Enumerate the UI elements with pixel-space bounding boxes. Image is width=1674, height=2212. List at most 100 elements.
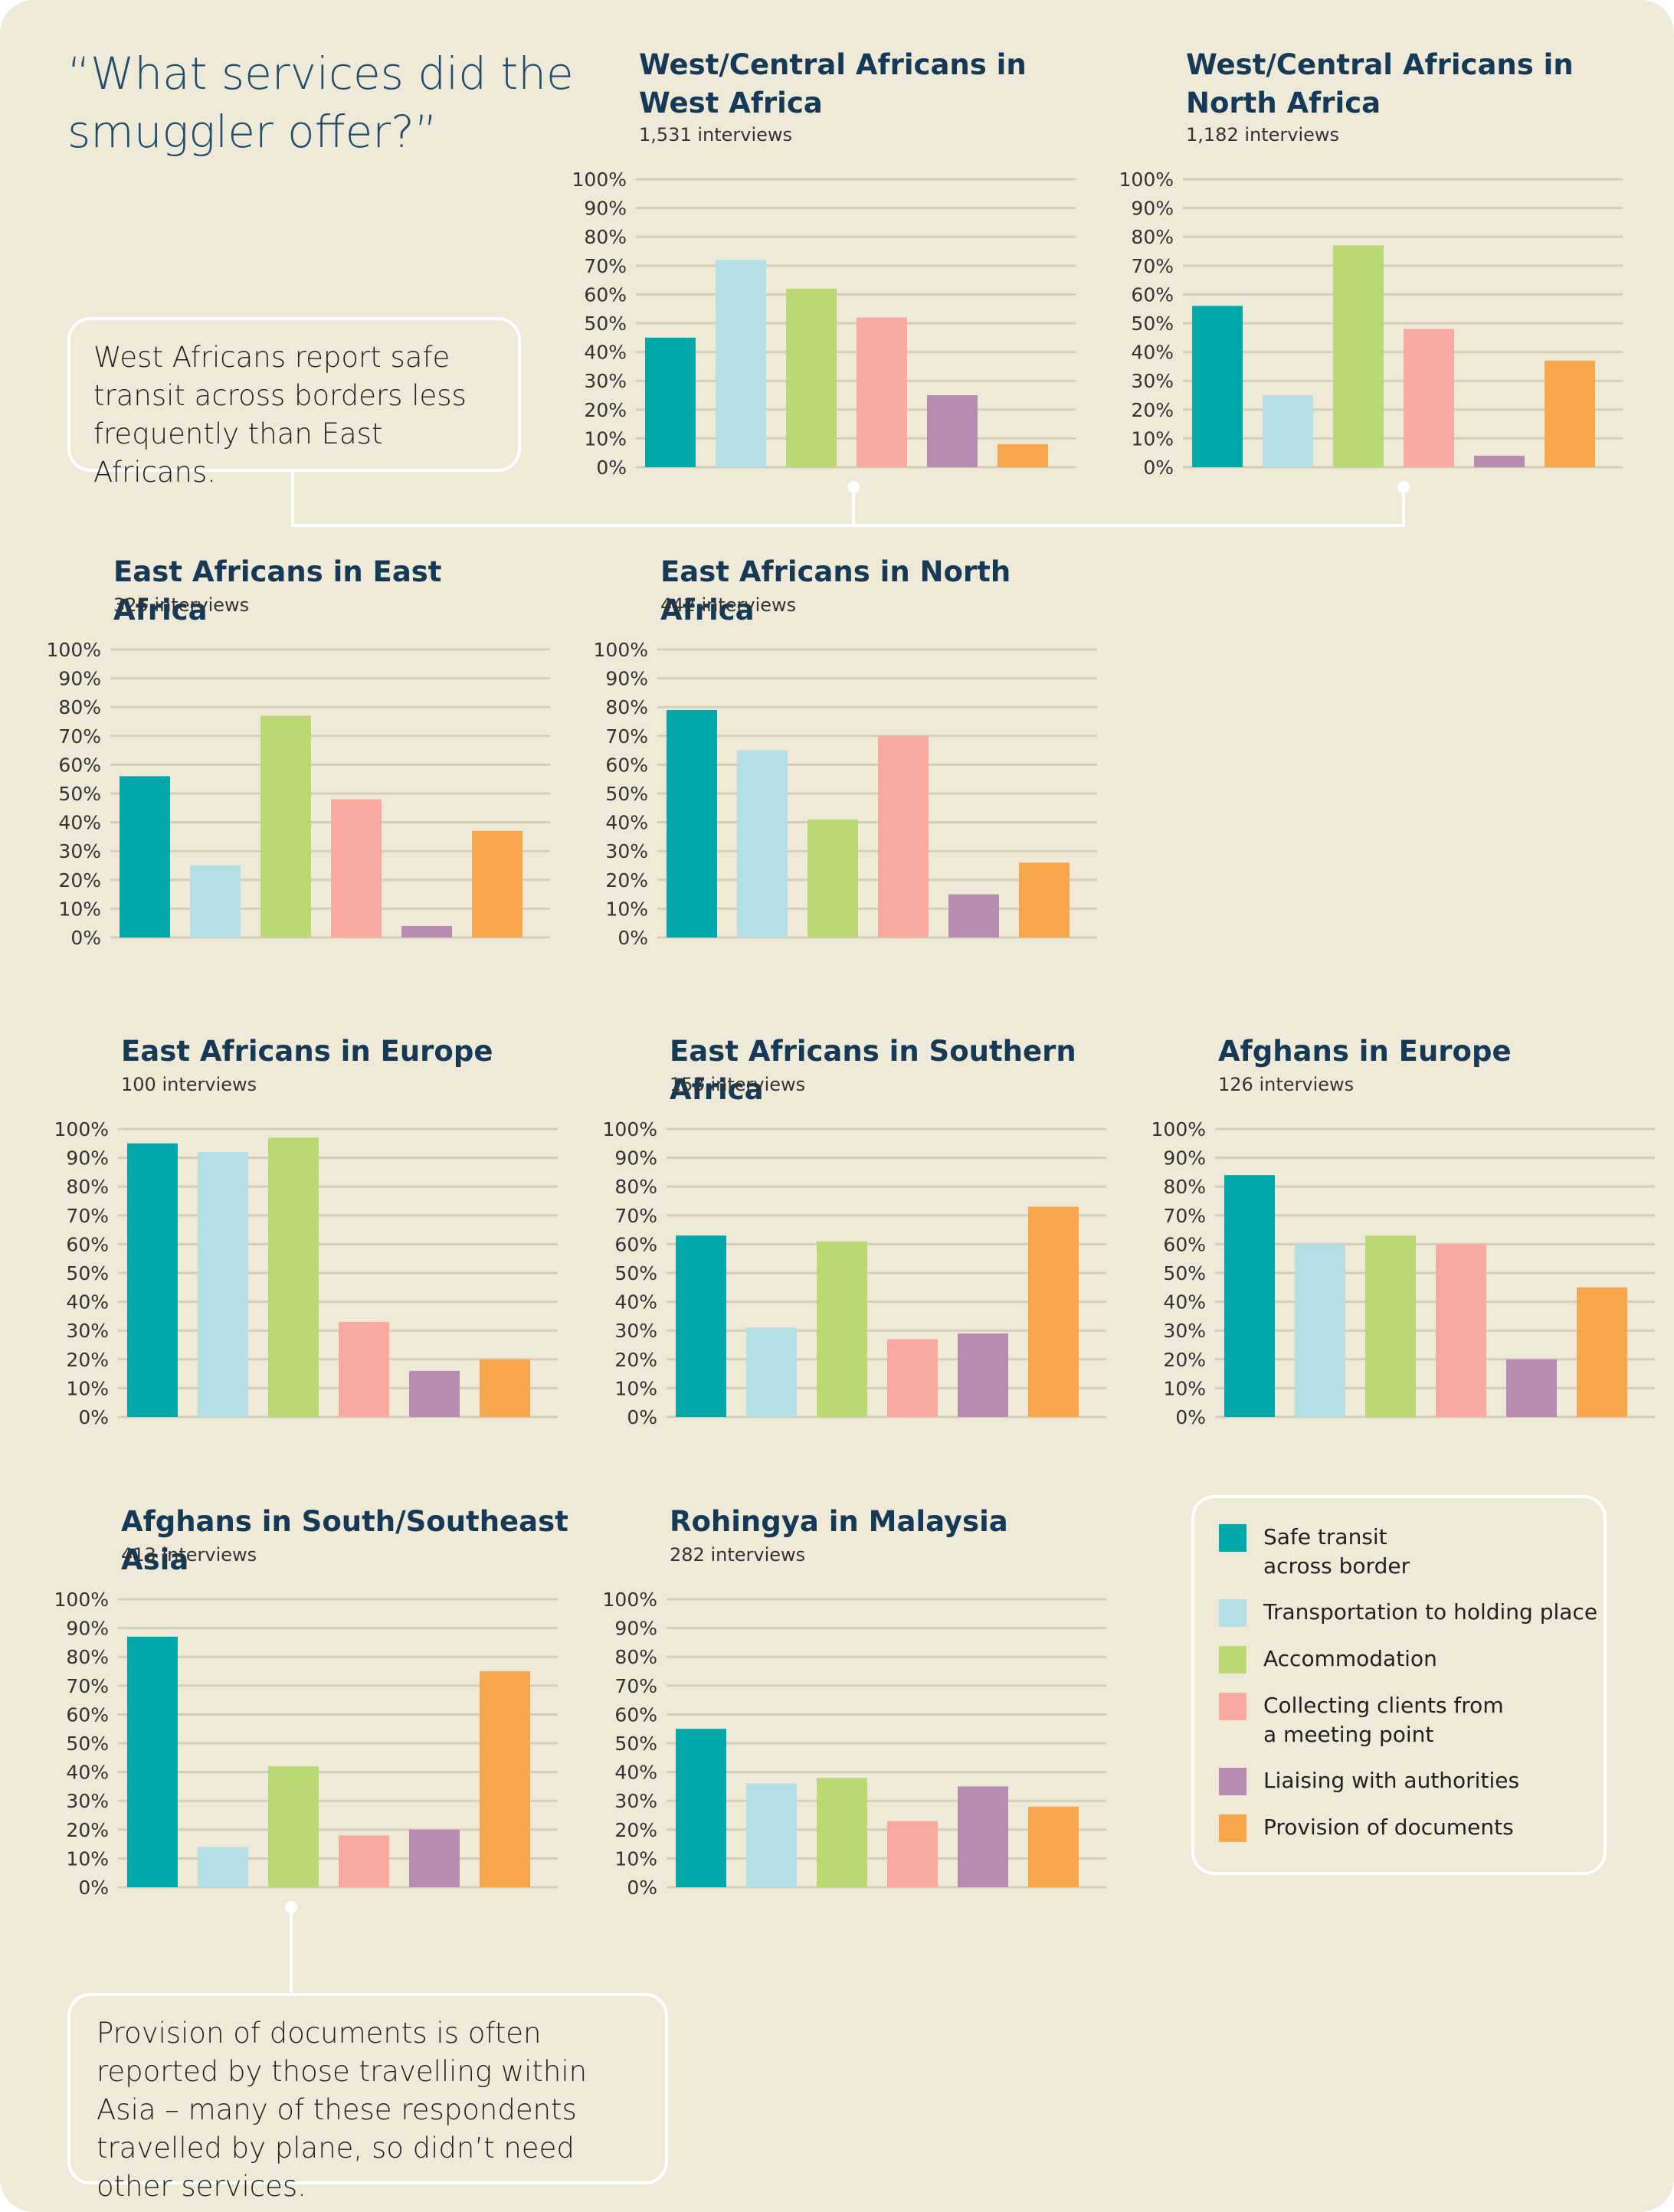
chart-subtitle: 126 interviews (1218, 1074, 1355, 1095)
y-tick-label: 50% (58, 783, 101, 805)
bar (817, 1241, 867, 1417)
y-tick-label: 100% (1119, 169, 1174, 191)
chart-west-central-africans-north-africa: West/Central Africans in North Africa 1,… (1119, 46, 1623, 479)
y-tick-label: 80% (1131, 226, 1174, 248)
y-tick-label: 50% (614, 1262, 657, 1284)
bar (1019, 862, 1070, 937)
y-tick-label: 20% (614, 1819, 657, 1841)
y-tick-label: 70% (584, 255, 627, 277)
bar (1028, 1206, 1079, 1417)
y-tick-label: 40% (614, 1762, 657, 1784)
y-tick-label: 0% (70, 927, 101, 949)
y-tick-label: 100% (54, 1589, 109, 1611)
connector-line (290, 1910, 293, 1996)
bar (401, 925, 452, 937)
bar (331, 799, 382, 937)
y-tick-label: 60% (58, 754, 101, 776)
legend-label: Liaising with authorities (1263, 1768, 1520, 1793)
y-tick-label: 20% (66, 1349, 109, 1371)
bar (817, 1778, 867, 1887)
chart-title: West/Central Africans in West Africa (639, 48, 1027, 119)
y-tick-label: 30% (1163, 1320, 1206, 1342)
callout-text: West Africans report safe transit across… (93, 341, 467, 489)
page-title: “What services did the smuggler offer?” (67, 47, 574, 158)
y-tick-label: 30% (614, 1790, 657, 1812)
y-tick-label: 30% (584, 370, 627, 392)
chart-subtitle: 282 interviews (670, 1544, 806, 1566)
bar (1474, 455, 1525, 467)
bar-plot: 0% 10% 20% 30% 40% 50% 60% 70% 80% 90% 100% (1151, 1118, 1655, 1428)
bar (472, 830, 523, 937)
y-tick-label: 0% (1175, 1406, 1206, 1428)
bar (887, 1339, 938, 1417)
legend-label: Safe transit across border (1263, 1524, 1410, 1579)
y-tick-label: 100% (603, 1589, 657, 1611)
bar (480, 1359, 530, 1417)
y-tick-label: 70% (1131, 255, 1174, 277)
bar (786, 288, 837, 467)
bar (857, 317, 907, 467)
bar (1263, 395, 1313, 467)
chart-subtitle: 442 interviews (660, 594, 797, 616)
bar (268, 1137, 319, 1417)
y-tick-label: 10% (605, 898, 648, 920)
y-tick-label: 0% (627, 1877, 657, 1899)
bar (409, 1370, 460, 1417)
bar (958, 1786, 1008, 1887)
chart-west-central-africans-west-africa: West/Central Africans in West Africa 1,5… (572, 46, 1076, 479)
y-tick-label: 100% (47, 639, 101, 661)
y-tick-label: 100% (1151, 1118, 1206, 1140)
bar (737, 750, 788, 937)
connector-line (852, 490, 855, 525)
y-tick-label: 60% (614, 1233, 657, 1255)
y-tick-label: 0% (1143, 456, 1174, 479)
y-tick-label: 70% (614, 1205, 657, 1227)
bar-plot: 0% 10% 20% 30% 40% 50% 60% 70% 80% 90% 100% (594, 639, 1097, 949)
bar (1028, 1806, 1079, 1887)
y-tick-label: 90% (66, 1147, 109, 1170)
y-tick-label: 70% (66, 1675, 109, 1697)
y-tick-label: 20% (605, 869, 648, 892)
chart-subtitle: 1,182 interviews (1186, 124, 1340, 146)
legend-swatch (1219, 1814, 1246, 1842)
bar (409, 1829, 460, 1887)
y-tick-label: 60% (66, 1703, 109, 1726)
y-tick-label: 70% (1163, 1205, 1206, 1227)
y-tick-label: 10% (584, 427, 627, 450)
y-tick-label: 100% (572, 169, 627, 191)
y-tick-label: 80% (66, 1646, 109, 1668)
bar (676, 1729, 726, 1887)
bar (746, 1783, 797, 1887)
connector-dot (847, 481, 860, 493)
legend-label: Collecting clients from a meeting point (1263, 1693, 1504, 1747)
bar (1365, 1235, 1416, 1417)
y-tick-label: 80% (584, 226, 627, 248)
legend-label: Transportation to holding place (1263, 1599, 1598, 1625)
y-tick-label: 80% (66, 1176, 109, 1198)
y-tick-label: 50% (584, 312, 627, 335)
y-tick-label: 90% (605, 668, 648, 690)
y-tick-label: 90% (584, 198, 627, 220)
chart-title: Afghans in Europe (1218, 1035, 1512, 1068)
bar-plot: 0% 10% 20% 30% 40% 50% 60% 70% 80% 90% 100% (1119, 169, 1623, 479)
chart-east-africans-southern-africa: East Africans in Southern Africa 153 int… (603, 1032, 1106, 1431)
bar (1545, 360, 1595, 467)
chart-subtitle: 413 interviews (121, 1544, 257, 1566)
chart-title: West/Central Africans in North Africa (1186, 48, 1574, 119)
chart-east-africans-europe: East Africans in Europe 100 interviews 0… (54, 1032, 558, 1431)
chart-subtitle: 1,531 interviews (639, 124, 793, 146)
bar (887, 1821, 938, 1887)
y-tick-label: 60% (1163, 1233, 1206, 1255)
y-tick-label: 20% (1163, 1349, 1206, 1371)
y-tick-label: 10% (58, 898, 101, 920)
chart-subtitle: 325 interviews (113, 594, 250, 616)
y-tick-label: 50% (1131, 312, 1174, 335)
chart-title: East Africans in East Africa (113, 555, 442, 627)
y-tick-label: 10% (66, 1377, 109, 1399)
y-tick-label: 90% (1163, 1147, 1206, 1170)
y-tick-label: 20% (614, 1349, 657, 1371)
chart-title: Afghans in South/Southeast Asia (121, 1505, 568, 1576)
bar (1577, 1287, 1627, 1417)
y-tick-label: 20% (58, 869, 101, 892)
legend-label: Accommodation (1263, 1646, 1437, 1671)
